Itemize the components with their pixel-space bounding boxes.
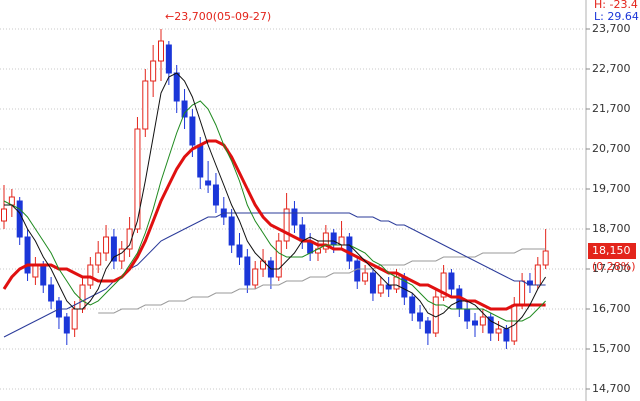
moving-average-line xyxy=(98,248,546,314)
candle-body xyxy=(440,272,447,298)
candle-body xyxy=(150,60,157,82)
candle-body xyxy=(275,240,282,278)
candle-body xyxy=(1,208,7,222)
y-tick-label: 22,700 xyxy=(592,62,631,75)
candle-body xyxy=(362,272,369,282)
candle-body xyxy=(212,184,219,206)
candle-body xyxy=(110,236,117,262)
candle-body xyxy=(16,200,23,238)
candle-body xyxy=(495,328,502,334)
moving-average-line xyxy=(4,72,547,330)
candle-body xyxy=(487,316,494,334)
candle-body xyxy=(464,308,471,322)
candle-body xyxy=(71,308,78,330)
candle-body xyxy=(40,264,47,286)
candle-body xyxy=(95,252,102,266)
header-low: L: 29.64 xyxy=(594,10,639,23)
candle-body xyxy=(503,328,510,342)
candle-body xyxy=(369,272,376,294)
candle-body xyxy=(479,316,486,326)
y-tick-label: 14,700 xyxy=(592,382,631,395)
candle-body xyxy=(173,72,180,102)
candle-body xyxy=(385,284,392,290)
last-change-label: (0.28%) xyxy=(592,260,636,273)
candle-body xyxy=(87,264,94,286)
candle-body xyxy=(189,116,196,146)
candle-body xyxy=(134,128,141,230)
y-tick-label: 17,700 xyxy=(592,262,631,275)
candle-body xyxy=(32,264,39,278)
candle-body xyxy=(291,208,298,226)
candle-body xyxy=(48,284,55,302)
candle-body xyxy=(354,260,361,282)
candle-body xyxy=(63,316,70,334)
candle-body xyxy=(118,248,125,262)
candle-body xyxy=(534,264,541,286)
y-tick-label: 21,700 xyxy=(592,102,631,115)
candle-body xyxy=(126,228,133,250)
candle-body xyxy=(393,276,400,290)
candle-body xyxy=(158,40,164,62)
candle-body xyxy=(244,256,251,286)
candle-body xyxy=(165,44,172,74)
candle-body xyxy=(519,280,526,306)
candle-body xyxy=(228,216,235,246)
candle-body xyxy=(103,236,110,254)
header-high: H: -23.4 xyxy=(594,0,638,11)
candle-body xyxy=(252,268,259,286)
candle-body xyxy=(409,296,416,314)
candle-body xyxy=(542,250,549,266)
candle-body xyxy=(205,180,212,186)
annotation: ←23,700(05-09-27) xyxy=(165,10,271,23)
y-tick-label: 15,700 xyxy=(592,342,631,355)
y-tick-label: 23,700 xyxy=(592,22,631,35)
candle-body xyxy=(181,100,188,118)
candle-body xyxy=(79,284,86,310)
last-price-label: 18,150 xyxy=(592,244,631,257)
candle-body xyxy=(197,144,204,178)
candle-body xyxy=(142,80,149,130)
y-tick-label: 20,700 xyxy=(592,142,631,155)
y-tick-label: 19,700 xyxy=(592,182,631,195)
candle-body xyxy=(432,296,439,334)
candle-body xyxy=(448,272,455,290)
moving-average-line xyxy=(2,139,546,311)
candle-body xyxy=(24,236,31,274)
candle-body xyxy=(377,284,384,294)
candle-body xyxy=(346,236,353,262)
candle-body xyxy=(424,320,431,334)
candle-body xyxy=(283,208,290,242)
candle-body xyxy=(236,244,243,258)
y-tick-label: 18,700 xyxy=(592,222,631,235)
moving-average-line xyxy=(3,100,546,322)
y-tick-label: 16,700 xyxy=(592,302,631,315)
candle-body xyxy=(417,312,424,322)
candle-body xyxy=(330,232,337,246)
last-price-box xyxy=(588,243,636,259)
candle-body xyxy=(472,320,478,326)
